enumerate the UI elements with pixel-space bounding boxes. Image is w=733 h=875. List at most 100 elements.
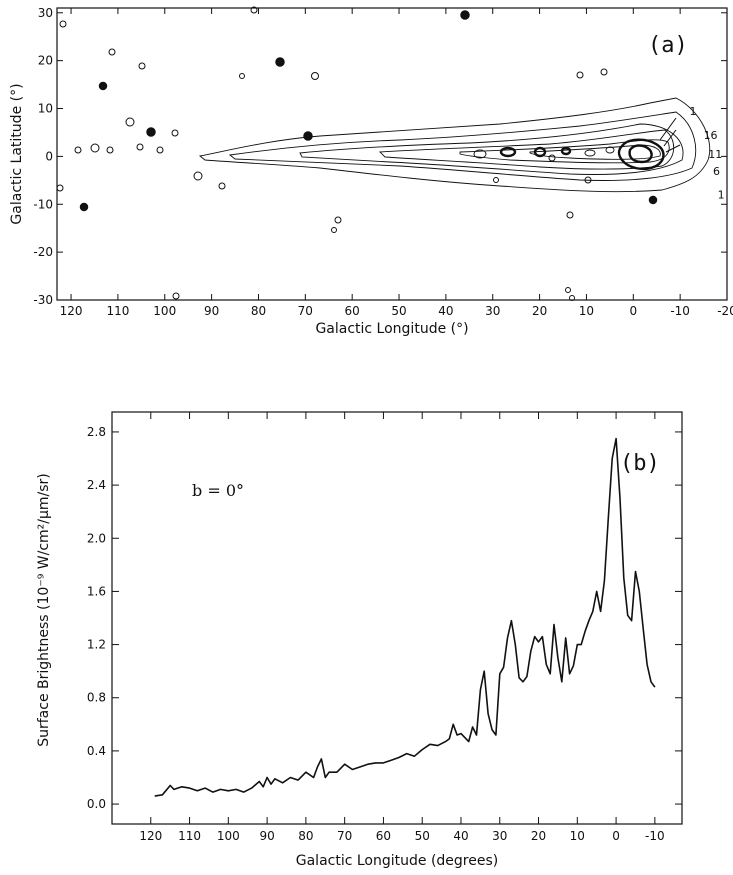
contour-x-tick-label: 110 bbox=[106, 304, 129, 318]
contour-level-2 bbox=[228, 111, 697, 181]
point-source bbox=[218, 182, 226, 190]
profile-x-tick-label: 60 bbox=[376, 829, 391, 843]
profile-y-ticks: 0.0 0.4 0.8 1.2 1.6 2.0 2.4 2.8 bbox=[87, 425, 682, 811]
point-source bbox=[648, 195, 658, 205]
contour-x-tick-label: 0 bbox=[629, 304, 637, 318]
profile-y-axis-title: Surface Brightness (10⁻⁹ W/cm²/μm/sr) bbox=[36, 473, 52, 747]
profile-plot-frame bbox=[111, 411, 683, 825]
point-source bbox=[460, 10, 470, 20]
point-source bbox=[584, 176, 592, 184]
point-source bbox=[275, 57, 285, 67]
contour-x-tick-label: -20 bbox=[717, 304, 733, 318]
contour-map bbox=[56, 6, 711, 301]
point-source bbox=[56, 184, 64, 192]
contour-x-tick-label: -10 bbox=[670, 304, 690, 318]
latitude-annotation: b = 0° bbox=[192, 481, 244, 500]
point-source bbox=[74, 146, 82, 154]
profile-y-tick-label: 0.4 bbox=[87, 744, 106, 758]
profile-x-ticks: 120 110 100 90 80 70 60 50 40 30 20 10 0 -10 bbox=[139, 412, 665, 843]
contour-x-tick-label: 30 bbox=[485, 304, 500, 318]
plane-clump bbox=[560, 146, 572, 156]
contour-x-tick-label: 70 bbox=[298, 304, 313, 318]
point-source bbox=[566, 211, 574, 219]
point-source bbox=[156, 146, 164, 154]
contour-y-axis-title: Galactic Latitude (°) bbox=[9, 83, 25, 224]
plane-clump bbox=[605, 146, 615, 154]
profile-x-tick-label: 10 bbox=[570, 829, 585, 843]
point-source bbox=[250, 6, 258, 14]
contour-y-tick-label: 0 bbox=[45, 149, 53, 163]
contour-y-tick-label: 20 bbox=[38, 54, 53, 68]
point-source bbox=[59, 20, 67, 28]
contour-core bbox=[617, 138, 665, 171]
profile-x-tick-label: 90 bbox=[259, 829, 274, 843]
point-source bbox=[106, 146, 114, 154]
point-source bbox=[136, 143, 144, 151]
contour-x-tick-label: 50 bbox=[391, 304, 406, 318]
profile-x-tick-label: 40 bbox=[453, 829, 468, 843]
point-source bbox=[311, 72, 319, 80]
profile-x-tick-label: -10 bbox=[645, 829, 665, 843]
contour-x-tick-label: 10 bbox=[579, 304, 594, 318]
contour-y-tick-label: -30 bbox=[33, 293, 53, 307]
point-source bbox=[90, 143, 100, 153]
profile-y-tick-label: 2.8 bbox=[87, 425, 106, 439]
surface-brightness-line bbox=[154, 437, 656, 797]
point-source bbox=[172, 292, 180, 300]
contour-x-ticks: 120 110 100 90 80 70 60 50 40 30 20 10 0 -10 -20 bbox=[60, 8, 733, 318]
contour-leader bbox=[659, 117, 677, 141]
contour-level-label: 6 bbox=[713, 165, 720, 178]
contour-x-tick-label: 90 bbox=[204, 304, 219, 318]
point-source bbox=[138, 62, 146, 70]
contour-x-tick-label: 100 bbox=[153, 304, 176, 318]
point-source bbox=[600, 68, 608, 76]
profile-x-tick-label: 20 bbox=[531, 829, 546, 843]
profile-y-tick-label: 0.8 bbox=[87, 691, 106, 705]
contour-level-label: 1 bbox=[690, 105, 697, 118]
contour-level-4 bbox=[378, 129, 675, 170]
point-source bbox=[193, 171, 203, 181]
plane-clump bbox=[584, 149, 596, 157]
contour-core-inner bbox=[628, 144, 653, 164]
profile-x-tick-label: 0 bbox=[612, 829, 620, 843]
point-source bbox=[125, 117, 135, 127]
point-source bbox=[146, 127, 156, 137]
point-source bbox=[493, 177, 499, 183]
plane-clump bbox=[499, 146, 517, 158]
profile-x-tick-label: 50 bbox=[415, 829, 430, 843]
contour-y-tick-label: 30 bbox=[38, 6, 53, 20]
point-source bbox=[576, 71, 584, 79]
point-source bbox=[565, 287, 571, 293]
point-source bbox=[108, 48, 116, 56]
profile-x-tick-label: 100 bbox=[217, 829, 240, 843]
contour-x-tick-label: 20 bbox=[532, 304, 547, 318]
contour-x-tick-label: 40 bbox=[438, 304, 453, 318]
contour-y-tick-label: 10 bbox=[38, 102, 53, 116]
profile-panel: 120 110 100 90 80 70 60 50 40 30 20 10 0 -10 0.00.40.… bbox=[36, 411, 683, 869]
profile-y-tick-label: 2.0 bbox=[87, 531, 106, 545]
point-source bbox=[331, 227, 337, 233]
profile-x-axis-title: Galactic Longitude (degrees) bbox=[296, 853, 498, 869]
profile-x-tick-label: 30 bbox=[492, 829, 507, 843]
point-source bbox=[303, 131, 313, 141]
contour-x-tick-label: 60 bbox=[345, 304, 360, 318]
point-source bbox=[548, 154, 556, 162]
contour-leader bbox=[665, 144, 681, 153]
profile-y-tick-label: 1.2 bbox=[87, 638, 106, 652]
contour-x-tick-label: 80 bbox=[251, 304, 266, 318]
contour-y-tick-label: -10 bbox=[33, 197, 53, 211]
point-source bbox=[79, 202, 89, 212]
profile-x-tick-label: 80 bbox=[298, 829, 313, 843]
plane-clump bbox=[533, 146, 547, 158]
point-source bbox=[239, 73, 245, 79]
point-source bbox=[171, 129, 179, 137]
contour-level-label: 1 bbox=[718, 189, 725, 202]
profile-x-tick-label: 110 bbox=[178, 829, 201, 843]
contour-level-label: 16 bbox=[704, 129, 718, 142]
contour-y-ticks: -30 -20 -10 0 10 20 30 bbox=[33, 6, 727, 307]
profile-y-tick-label: 1.6 bbox=[87, 584, 106, 598]
profile-y-tick-label: 0.0 bbox=[87, 797, 106, 811]
point-source bbox=[98, 81, 108, 91]
